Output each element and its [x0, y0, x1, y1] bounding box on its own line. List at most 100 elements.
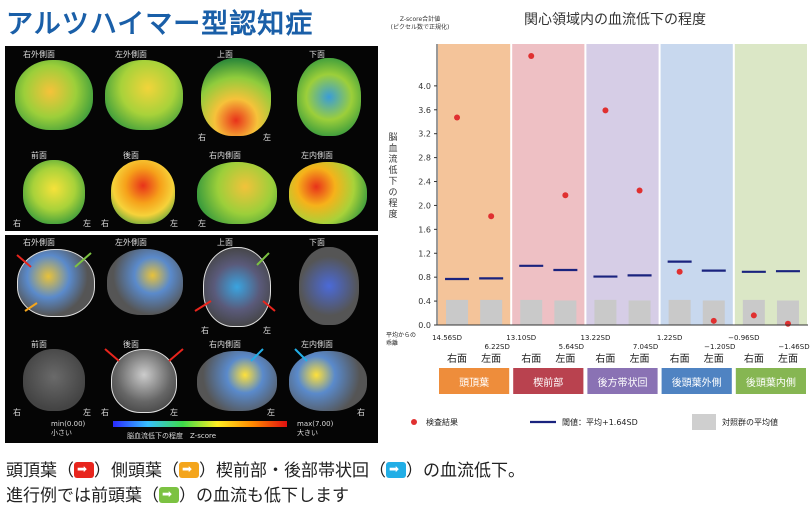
y-axis-label-char: 度: [388, 208, 397, 220]
green-arrow-icon: [159, 487, 179, 503]
view-label: 下面: [309, 238, 325, 247]
legend-dot-marker: [411, 419, 417, 425]
brain-map-panel-bottom: 右外側面 左外側面 上面 下面 右 左 前面 後面 右内側面 左内側面 右 左 …: [5, 235, 378, 443]
brain-front-image: [23, 160, 85, 224]
region-label: 楔前部: [533, 376, 563, 389]
sd-row-label: 乖離: [386, 339, 398, 347]
sd-row-label: 平均からの: [386, 331, 416, 339]
cyan-arrow: [294, 348, 308, 362]
region-label-box: [513, 368, 584, 394]
blood-flow-chart: 関心領域内の血流低下の程度 Z-score合計値(ピクセル数で正規化) 脳血流低下の…: [386, 11, 810, 430]
side-label: 右面: [447, 352, 467, 365]
side-label: 左面: [778, 352, 798, 365]
region-label-box: [587, 368, 658, 394]
region-label: 頭頂葉: [459, 376, 489, 389]
result-point: [676, 268, 683, 275]
region-label-box: [735, 368, 806, 394]
caption-line-2: 進行例では前頭葉（）の血流も低下します: [6, 481, 349, 506]
region-background: [734, 44, 807, 325]
sd-label: 13.22SD: [580, 334, 610, 342]
y-axis-label-char: 下: [388, 177, 397, 187]
region-label-box: [661, 368, 732, 394]
side-label: 右面: [521, 352, 541, 365]
y-axis-label-char: 血: [388, 142, 397, 154]
sd-label: 7.04SD: [633, 343, 658, 351]
region-label: 後頭葉内側: [746, 376, 796, 389]
side-label: 左: [267, 408, 275, 417]
green-arrow: [74, 252, 92, 268]
result-point: [488, 213, 495, 220]
brain-bottom-image: [297, 58, 361, 136]
view-label: 前面: [31, 151, 47, 160]
side-label: 右面: [670, 352, 690, 365]
y-tick-label: 0.8: [418, 273, 431, 282]
brain-top-image: [201, 58, 271, 136]
y-tick-label: 2.8: [418, 154, 431, 163]
control-mean-bar: [702, 300, 725, 325]
legend-box-marker: [692, 414, 716, 430]
view-label: 前面: [31, 340, 47, 349]
y-tick-label: 2.4: [418, 178, 431, 187]
sd-label: 5.64SD: [559, 343, 584, 351]
view-label: 左内側面: [301, 340, 333, 349]
view-label: 右内側面: [209, 151, 241, 160]
side-label: 右: [201, 326, 209, 335]
view-label: 上面: [217, 50, 233, 59]
red-arrow-icon: [74, 462, 94, 478]
overlay-back-image: [111, 349, 177, 413]
view-label: 後面: [123, 340, 139, 349]
side-label: 左面: [630, 352, 650, 365]
orange-arrow-icon: [179, 462, 199, 478]
legend-label: 対照群の平均値: [722, 417, 778, 427]
side-label: 右: [357, 408, 365, 417]
brain-right-medial-image: [197, 162, 277, 224]
view-label: 右外側面: [23, 238, 55, 247]
y-tick-label: 3.2: [418, 130, 431, 139]
control-mean-bar: [480, 299, 503, 325]
view-label: 後面: [123, 151, 139, 160]
side-label: 左: [263, 326, 271, 335]
view-label: 右外側面: [23, 50, 55, 59]
cyan-arrow-icon: [386, 462, 406, 478]
view-label: 左内側面: [301, 151, 333, 160]
side-label: 左面: [481, 352, 501, 365]
y-tick-label: 3.6: [418, 106, 431, 115]
overlay-left-lateral-image: [107, 249, 183, 315]
side-label: 左: [263, 133, 271, 142]
y-axis-label-char: の: [388, 188, 397, 198]
cyan-arrow: [250, 348, 264, 362]
y-tick-label: 0.0: [418, 321, 431, 330]
overlay-bottom-image: [299, 247, 359, 325]
orange-arrow: [24, 302, 38, 312]
region-label: 後方帯状回: [598, 376, 648, 389]
colorbar-max: max(7.00) 大きい: [297, 420, 334, 437]
legend-label: 閾値：平均+1.64SD: [562, 417, 638, 427]
brain-map-panel-top: 右外側面 左外側面 上面 下面 右 左 前面 後面 右内側面 左内側面 右 左 …: [5, 46, 378, 231]
result-point: [636, 187, 643, 194]
overlay-right-medial-image: [197, 351, 277, 411]
chart-title: 関心領域内の血流低下の程度: [524, 11, 706, 28]
sd-label: −1.20SD: [704, 343, 735, 351]
y-axis-top-label: Z-score合計値: [400, 15, 440, 23]
caption-line-1: 頭頂葉（）側頭葉（）楔前部・後部帯状回（）の血流低下。: [6, 456, 525, 481]
control-mean-bar: [446, 299, 469, 325]
red-arrow: [262, 300, 276, 312]
side-label: 右: [13, 408, 21, 417]
control-mean-bar: [628, 300, 651, 325]
result-point: [602, 107, 609, 114]
red-arrow: [194, 300, 212, 312]
result-point: [562, 192, 569, 199]
y-axis-label-char: 流: [388, 153, 397, 165]
brain-left-lateral-image: [105, 60, 183, 130]
view-label: 右内側面: [209, 340, 241, 349]
side-label: 左: [83, 408, 91, 417]
side-label: 左: [170, 408, 178, 417]
side-label: 左: [198, 219, 206, 228]
sd-label: −1.46SD: [778, 343, 809, 351]
result-point: [750, 312, 757, 319]
brain-left-medial-image: [289, 162, 367, 224]
overlay-front-image: [23, 349, 85, 411]
sd-label: 14.56SD: [432, 334, 462, 342]
region-background: [586, 44, 659, 325]
control-mean-bar: [520, 299, 543, 325]
